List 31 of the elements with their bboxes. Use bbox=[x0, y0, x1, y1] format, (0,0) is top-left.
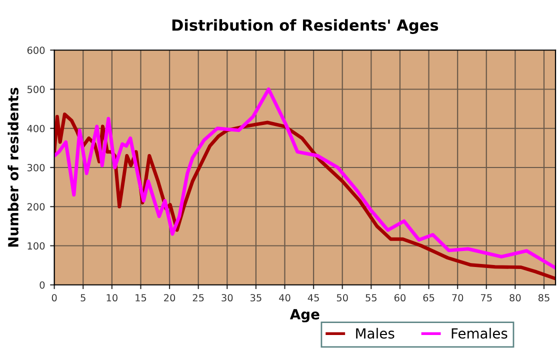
line-series bbox=[54, 88, 556, 269]
y-tick-label: 500 bbox=[27, 86, 45, 94]
x-tick-label: 70 bbox=[452, 294, 464, 302]
x-tick-label: 85 bbox=[538, 294, 550, 302]
x-axis-title: Age bbox=[290, 309, 320, 322]
x-tick-label: 25 bbox=[192, 294, 204, 302]
y-tick-label: 100 bbox=[28, 242, 45, 250]
x-tick-label: 30 bbox=[222, 294, 233, 302]
x-tick-label: 75 bbox=[481, 294, 492, 302]
x-tick-label: 65 bbox=[423, 294, 434, 302]
x-tick-label: 15 bbox=[136, 294, 146, 302]
x-tick-label: 40 bbox=[279, 294, 290, 302]
x-tick-label: 45 bbox=[308, 294, 319, 302]
y-tick-label: 200 bbox=[27, 203, 45, 210]
y-tick-label: 300 bbox=[27, 164, 45, 172]
x-tick-label: 80 bbox=[510, 294, 521, 302]
x-tick-label: 60 bbox=[394, 294, 406, 302]
legend-label: Males bbox=[356, 328, 394, 339]
y-axis-title: Number of residents bbox=[8, 88, 18, 247]
y-tick-label: 600 bbox=[27, 46, 45, 54]
chart-title: Distribution of Residents' Ages bbox=[172, 19, 438, 34]
x-tick-label: 20 bbox=[164, 294, 176, 302]
legend-label: Females bbox=[452, 328, 508, 339]
x-tick-label: 10 bbox=[106, 294, 118, 302]
x-tick-label: 35 bbox=[250, 294, 262, 302]
x-tick-label: 5 bbox=[80, 294, 86, 302]
y-tick-label: 0 bbox=[40, 281, 45, 289]
x-tick-label: 0 bbox=[52, 294, 57, 302]
x-tick-label: 50 bbox=[336, 294, 348, 302]
x-tick-label: 55 bbox=[366, 294, 377, 302]
y-tick-label: 400 bbox=[27, 124, 45, 132]
